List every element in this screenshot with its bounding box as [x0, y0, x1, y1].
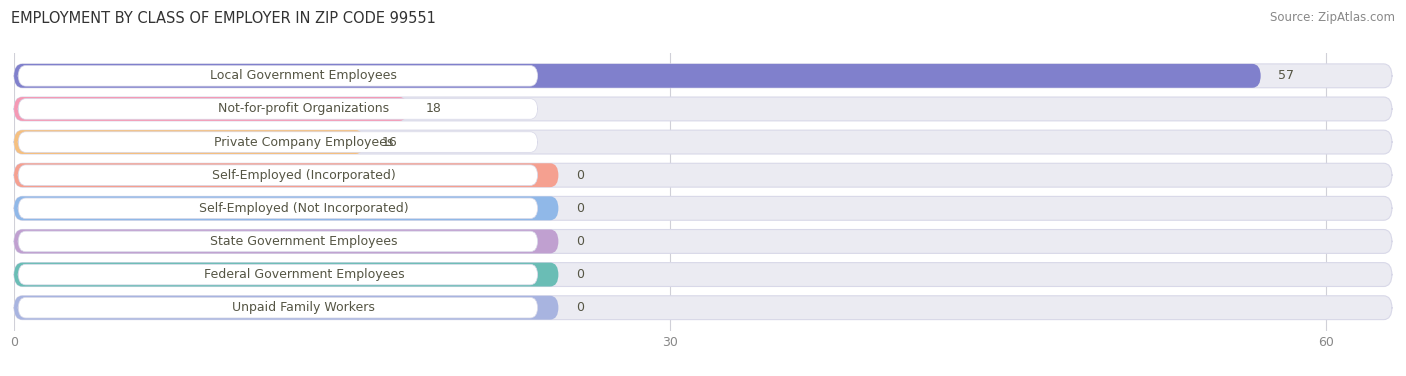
FancyBboxPatch shape: [14, 263, 1392, 287]
FancyBboxPatch shape: [14, 130, 364, 154]
FancyBboxPatch shape: [18, 99, 537, 119]
FancyBboxPatch shape: [18, 65, 537, 86]
FancyBboxPatch shape: [14, 229, 558, 253]
FancyBboxPatch shape: [18, 231, 537, 252]
FancyBboxPatch shape: [14, 196, 1392, 220]
Text: State Government Employees: State Government Employees: [209, 235, 398, 248]
Text: 16: 16: [381, 136, 398, 149]
Text: 18: 18: [425, 102, 441, 115]
FancyBboxPatch shape: [14, 130, 1392, 154]
Text: Self-Employed (Not Incorporated): Self-Employed (Not Incorporated): [200, 202, 409, 215]
FancyBboxPatch shape: [18, 165, 537, 185]
Text: Source: ZipAtlas.com: Source: ZipAtlas.com: [1270, 11, 1395, 24]
FancyBboxPatch shape: [14, 296, 558, 320]
FancyBboxPatch shape: [14, 163, 1392, 187]
Text: Federal Government Employees: Federal Government Employees: [204, 268, 404, 281]
FancyBboxPatch shape: [14, 229, 1392, 253]
FancyBboxPatch shape: [14, 296, 1392, 320]
FancyBboxPatch shape: [14, 64, 1392, 88]
Text: Private Company Employees: Private Company Employees: [214, 136, 394, 149]
Text: Unpaid Family Workers: Unpaid Family Workers: [232, 301, 375, 314]
Text: 57: 57: [1278, 69, 1294, 82]
Text: Not-for-profit Organizations: Not-for-profit Organizations: [218, 102, 389, 115]
Text: Local Government Employees: Local Government Employees: [211, 69, 398, 82]
Text: 0: 0: [576, 169, 583, 182]
FancyBboxPatch shape: [14, 97, 1392, 121]
Text: 0: 0: [576, 301, 583, 314]
FancyBboxPatch shape: [14, 97, 408, 121]
FancyBboxPatch shape: [18, 297, 537, 318]
FancyBboxPatch shape: [18, 198, 537, 218]
FancyBboxPatch shape: [18, 264, 537, 285]
Text: 0: 0: [576, 202, 583, 215]
FancyBboxPatch shape: [14, 163, 558, 187]
FancyBboxPatch shape: [14, 263, 558, 287]
Text: 0: 0: [576, 268, 583, 281]
Text: EMPLOYMENT BY CLASS OF EMPLOYER IN ZIP CODE 99551: EMPLOYMENT BY CLASS OF EMPLOYER IN ZIP C…: [11, 11, 436, 26]
Text: Self-Employed (Incorporated): Self-Employed (Incorporated): [212, 169, 395, 182]
FancyBboxPatch shape: [14, 196, 558, 220]
FancyBboxPatch shape: [18, 132, 537, 152]
Text: 0: 0: [576, 235, 583, 248]
FancyBboxPatch shape: [14, 64, 1261, 88]
